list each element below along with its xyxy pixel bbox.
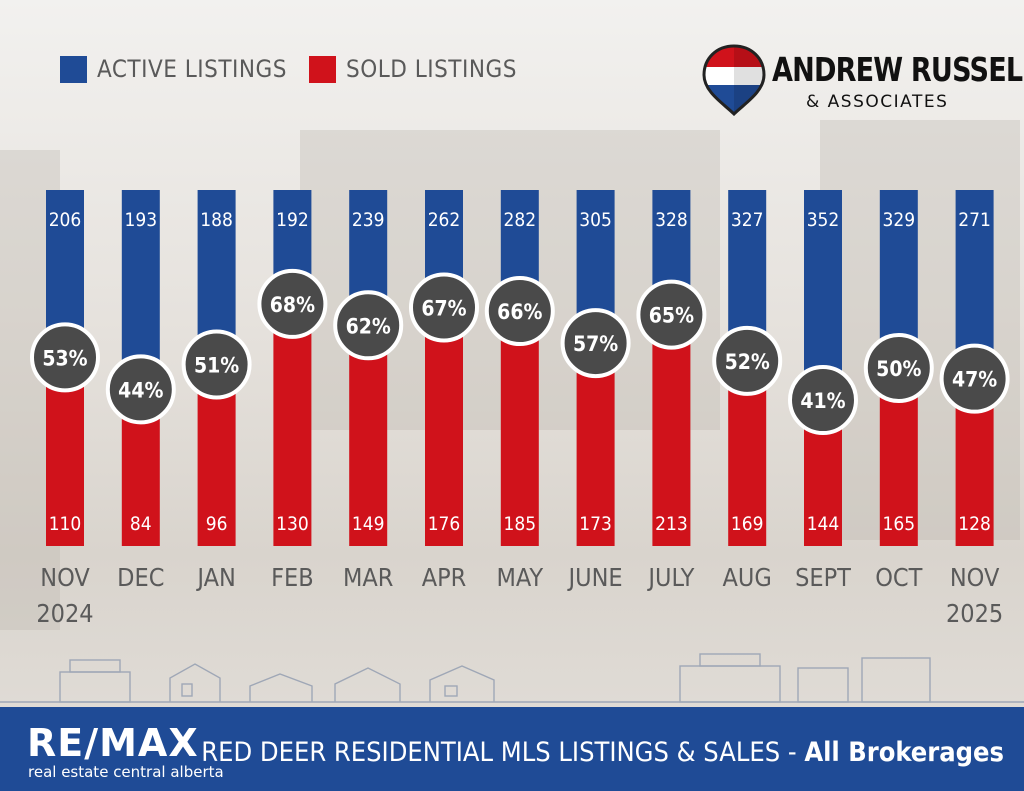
sold-value-label: 173 <box>579 513 612 535</box>
ratio-badge <box>333 290 404 361</box>
ratio-badge <box>788 365 858 436</box>
legend-sold-swatch <box>309 55 336 83</box>
footer-title: RED DEER RESIDENTIAL MLS LISTINGS & SALE… <box>201 737 1004 768</box>
ratio-label: 67% <box>421 296 466 320</box>
ratio-badge <box>863 333 934 403</box>
ratio-badge <box>712 325 783 396</box>
sold-value-label: 165 <box>882 513 915 535</box>
active-value-label: 262 <box>428 209 461 231</box>
month-label: DEC <box>117 563 164 592</box>
ratio-label: 44% <box>118 378 163 402</box>
sold-bar <box>425 307 463 546</box>
ratio-label: 47% <box>952 368 997 392</box>
sold-value-label: 185 <box>503 513 536 535</box>
ratio-badge <box>636 279 707 350</box>
legend-active-swatch <box>60 55 87 83</box>
footer-title-main: RED DEER RESIDENTIAL MLS LISTINGS & SALE… <box>201 737 805 768</box>
ratio-label: 57% <box>573 332 618 356</box>
sold-value-label: 149 <box>352 513 385 535</box>
ratio-badge <box>484 276 555 347</box>
month-label: NOV <box>40 563 90 592</box>
month-label: FEB <box>271 563 314 592</box>
ratio-label: 65% <box>649 304 694 328</box>
sold-value-label: 169 <box>731 513 764 535</box>
active-value-label: 329 <box>882 209 915 231</box>
month-label: MAY <box>497 563 544 592</box>
ratio-badge <box>939 343 1010 414</box>
footer-title-suffix: All Brokerages <box>804 737 1004 768</box>
active-value-label: 282 <box>503 209 536 231</box>
sold-value-label: 84 <box>130 513 152 535</box>
active-value-label: 271 <box>958 209 991 231</box>
month-label: AUG <box>723 563 772 592</box>
active-value-label: 188 <box>200 209 233 231</box>
legend-active: ACTIVE LISTINGS <box>60 55 287 83</box>
sold-value-label: 128 <box>958 513 991 535</box>
ratio-label: 41% <box>800 389 845 413</box>
town-skyline-illustration <box>0 653 1024 703</box>
sold-bar <box>349 325 388 546</box>
active-value-label: 328 <box>655 209 688 231</box>
ratio-label: 53% <box>42 346 87 370</box>
month-label: JUNE <box>567 563 623 592</box>
balloon-icon <box>702 44 766 117</box>
ratio-label: 52% <box>725 350 770 374</box>
ratio-badge <box>409 272 479 343</box>
listings-chart: 206 110 53% NOV 2024 193 84 44% DEC 188 96 51% JAN 19… <box>30 190 1010 628</box>
ratio-badge <box>257 268 328 339</box>
ratio-label: 50% <box>876 357 921 381</box>
active-value-label: 352 <box>807 209 840 231</box>
ratio-badge <box>105 354 176 425</box>
remax-logo: RE/MAX <box>27 721 199 765</box>
ratio-badge <box>560 308 631 379</box>
ratio-label: 51% <box>194 353 239 377</box>
ratio-label: 62% <box>346 314 391 338</box>
month-label: MAR <box>343 563 393 592</box>
legend-active-label: ACTIVE LISTINGS <box>97 55 287 83</box>
active-bar <box>804 190 842 401</box>
sold-value-label: 96 <box>206 513 228 535</box>
ratio-label: 66% <box>497 300 542 324</box>
sold-bar <box>652 314 691 546</box>
month-label: OCT <box>875 563 922 592</box>
active-value-label: 192 <box>276 209 309 231</box>
month-label: 2024 <box>36 599 93 628</box>
ratio-badge <box>30 322 100 393</box>
sold-value-label: 130 <box>276 513 309 535</box>
month-label: JAN <box>195 563 235 592</box>
month-label: 2025 <box>946 599 1003 628</box>
sold-value-label: 144 <box>807 513 840 535</box>
logo-sub: & ASSOCIATES <box>806 92 949 112</box>
active-value-label: 193 <box>124 209 157 231</box>
month-label: APR <box>422 563 467 592</box>
month-label: NOV <box>950 563 1000 592</box>
sold-bar <box>500 311 539 546</box>
ratio-label: 68% <box>270 293 315 317</box>
sold-value-label: 213 <box>655 513 688 535</box>
sold-bar <box>273 303 312 546</box>
legend-sold: SOLD LISTINGS <box>309 55 517 83</box>
logo-brand: ANDREW RUSSELL <box>772 50 1024 89</box>
remax-tagline: real estate central alberta <box>28 763 224 781</box>
footer-bar: RE/MAX real estate central alberta RED D… <box>0 707 1024 791</box>
sold-value-label: 176 <box>428 513 461 535</box>
legend-sold-label: SOLD LISTINGS <box>346 55 517 83</box>
active-value-label: 327 <box>731 209 764 231</box>
sold-value-label: 110 <box>49 513 82 535</box>
month-label: SEPT <box>795 563 851 592</box>
active-value-label: 305 <box>579 209 612 231</box>
active-value-label: 206 <box>49 209 82 231</box>
active-value-label: 239 <box>352 209 385 231</box>
month-label: JULY <box>646 563 694 592</box>
andrew-russell-logo: ANDREW RUSSELL & ASSOCIATES <box>702 44 1024 117</box>
ratio-badge <box>181 329 252 400</box>
